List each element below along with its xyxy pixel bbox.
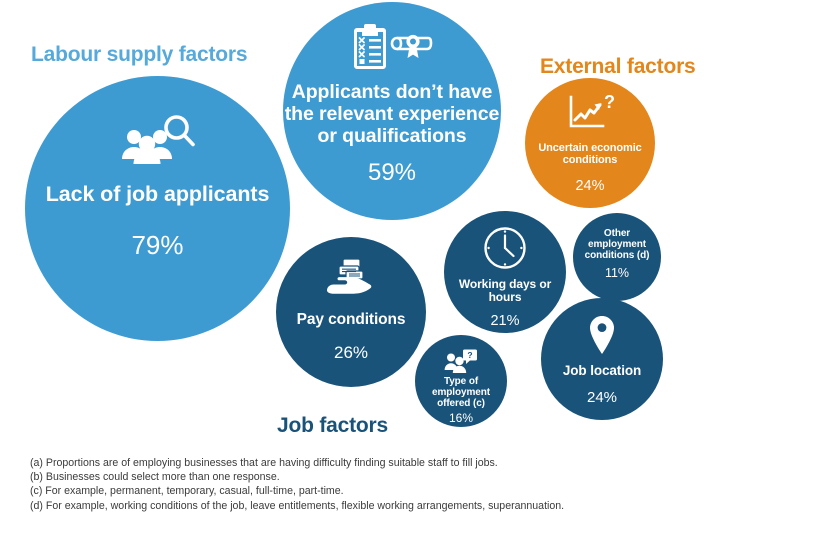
map-pin-icon	[587, 315, 617, 355]
bubble-value: 79%	[131, 230, 184, 261]
footnote-d: (d) For example, working conditions of t…	[30, 499, 565, 512]
bubble-label: Working days or hours	[458, 277, 552, 305]
bubble-label: Job location	[562, 363, 642, 378]
bubble-value: 59%	[367, 159, 417, 187]
category-label-labour-supply-factors: Labour supply factors	[31, 43, 248, 66]
bubble-value: 16%	[448, 410, 474, 425]
footnotes-block: (a) Proportions are of employing busines…	[30, 456, 810, 513]
bubble-other-employment-conditions[interactable]: Other employment conditions (d) 11%	[573, 213, 661, 301]
bubble-value: 24%	[586, 389, 618, 407]
bubble-value: 21%	[490, 312, 520, 329]
bubble-value: 26%	[333, 343, 369, 363]
footnote-b: (b) Businesses could select more than on…	[30, 471, 280, 484]
bubble-label: Pay conditions	[296, 311, 406, 328]
bubble-label: Lack of job applicants	[45, 182, 270, 206]
person-speech-icon: ?	[444, 349, 478, 373]
bubble-value: 24%	[575, 177, 605, 194]
people-search-icon	[121, 114, 195, 164]
bubble-label: Other employment conditions (d)	[584, 228, 650, 262]
footnote-a: (a) Proportions are of employing busines…	[30, 457, 498, 469]
bubble-working-days-or-hours[interactable]: Working days or hours 21%	[444, 211, 566, 333]
category-label-external-factors: External factors	[540, 55, 696, 78]
bubble-uncertain-economic-conditions[interactable]: ? Uncertain economic conditions 24%	[525, 78, 655, 208]
clipboard-diploma-icon	[350, 24, 434, 70]
bubble-job-location[interactable]: Job location 24%	[541, 298, 663, 420]
bubble-canvas: Lack of job applicants 79%	[25, 2, 663, 427]
bubble-label: Type of employment offered (c)	[432, 376, 490, 410]
bubble-applicants-experience-qualifications[interactable]: Applicants don’t have the relevant exper…	[283, 2, 501, 220]
footnote-c: (c) For example, permanent, temporary, c…	[30, 485, 344, 498]
bubble-label: Uncertain economic conditions	[538, 142, 642, 167]
hand-money-icon	[325, 257, 377, 297]
bubble-pay-conditions[interactable]: Pay conditions 26%	[276, 237, 426, 387]
bubble-label: Applicants don’t have the relevant exper…	[284, 81, 500, 147]
chart-question-icon: ?	[565, 94, 615, 134]
clock-icon	[483, 226, 527, 270]
svg-text:?: ?	[604, 94, 615, 112]
category-label-job-factors: Job factors	[277, 414, 388, 437]
svg-text:?: ?	[467, 350, 472, 360]
bubble-lack-of-job-applicants[interactable]: Lack of job applicants 79%	[25, 76, 290, 341]
bubble-value: 11%	[604, 265, 630, 280]
bubble-type-of-employment-offered[interactable]: ? Type of employment offered (c) 16%	[415, 335, 507, 427]
